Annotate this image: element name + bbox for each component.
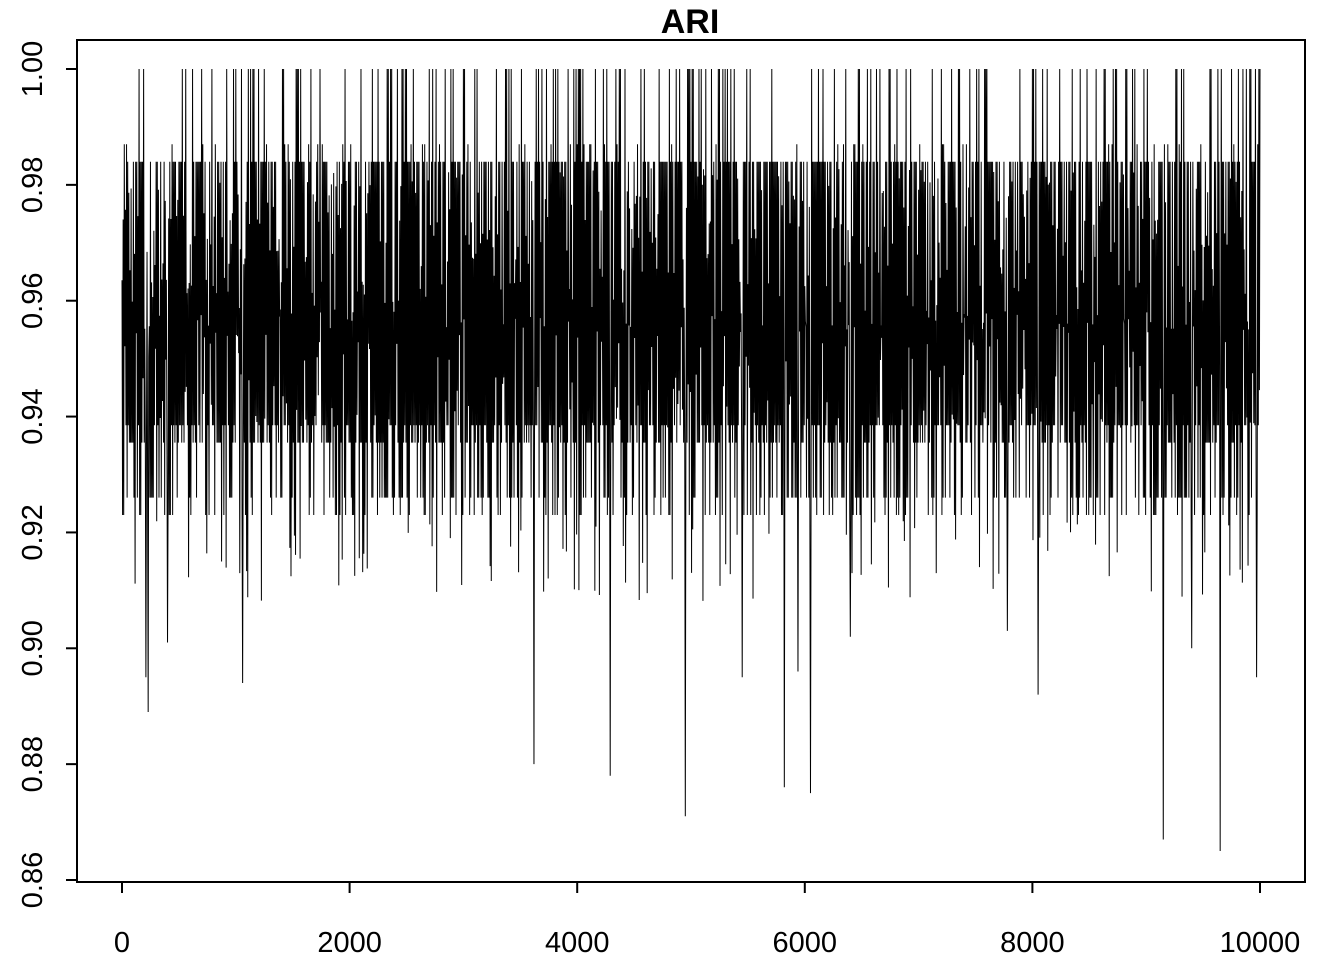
y-tick-label: 0.94 (17, 388, 49, 444)
y-tick-label: 0.98 (17, 157, 49, 213)
chart-title: ARI (661, 3, 720, 41)
y-tick-label: 0.86 (17, 852, 49, 908)
x-tick-label: 8000 (1000, 927, 1065, 959)
y-tick-label: 0.88 (17, 736, 49, 792)
y-tick-label: 0.92 (17, 504, 49, 560)
x-tick-label: 0 (114, 927, 130, 959)
x-tick-label: 10000 (1220, 927, 1301, 959)
trace-series (121, 68, 1261, 852)
y-tick-label: 0.96 (17, 272, 49, 328)
y-tick-label: 0.90 (17, 620, 49, 676)
trace-line (121, 68, 1261, 852)
x-axis: 0 2000 4000 6000 8000 10000 (114, 881, 1301, 959)
y-tick-label: 1.00 (17, 41, 49, 97)
x-tick-label: 6000 (773, 927, 838, 959)
x-tick-label: 2000 (317, 927, 382, 959)
x-tick-label: 4000 (545, 927, 610, 959)
y-axis: 0.86 0.88 0.90 0.92 0.94 0.96 0.98 1.00 (17, 41, 78, 908)
